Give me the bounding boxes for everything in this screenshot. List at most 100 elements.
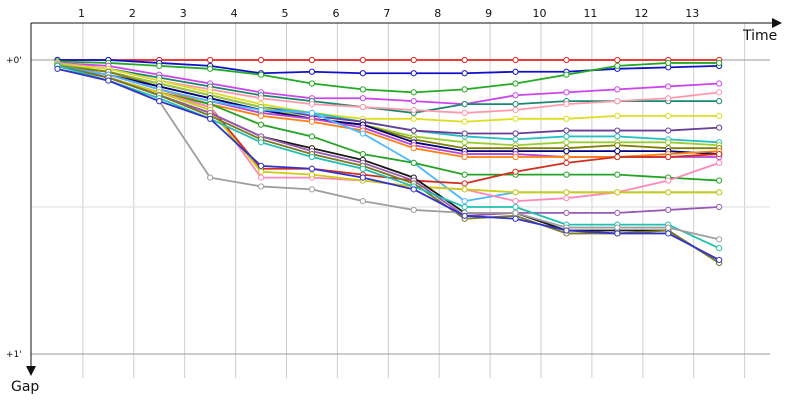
data-point [512, 68, 519, 75]
data-point [512, 203, 519, 211]
data-point [563, 171, 570, 178]
data-point [461, 212, 468, 219]
data-point [614, 98, 621, 105]
data-point [665, 177, 672, 184]
data-point [308, 165, 316, 172]
data-point [207, 56, 214, 64]
data-point [665, 189, 672, 196]
data-point [563, 115, 570, 122]
data-point [512, 189, 519, 196]
data-point [308, 68, 316, 75]
data-point [359, 150, 366, 158]
data-point [563, 89, 570, 96]
series-line [57, 60, 720, 94]
data-point [359, 56, 366, 64]
axes [26, 18, 782, 376]
data-point [563, 139, 570, 146]
data-point [308, 186, 316, 193]
data-point [257, 183, 265, 190]
data-point [665, 112, 672, 119]
data-point [512, 115, 519, 122]
data-point [614, 62, 621, 69]
data-point [614, 171, 621, 178]
data-point [257, 112, 265, 119]
data-point [207, 115, 214, 122]
data-point [207, 174, 214, 181]
x-tick-label: 8 [434, 7, 441, 20]
data-point [410, 98, 417, 105]
series-line [57, 67, 720, 261]
data-point [512, 168, 519, 175]
data-point [461, 153, 468, 161]
series-line [57, 63, 720, 147]
data-point [461, 86, 468, 93]
data-point [716, 112, 723, 119]
data-point [461, 130, 468, 137]
data-point [359, 174, 366, 181]
data-point [716, 245, 723, 252]
data-point [512, 56, 519, 64]
y-axis-title: Gap [11, 379, 39, 395]
data-point [665, 139, 672, 146]
data-point [716, 150, 723, 158]
data-point [257, 174, 265, 181]
series-line [57, 63, 720, 123]
data-point [614, 148, 621, 155]
data-point [257, 162, 265, 169]
data-point [207, 65, 214, 72]
x-tick-label: 10 [533, 7, 547, 20]
data-point [308, 118, 316, 125]
x-axis-arrow-icon [772, 18, 782, 28]
data-point [156, 98, 163, 105]
data-point [614, 209, 621, 216]
data-point [461, 186, 468, 193]
data-point [512, 106, 519, 114]
data-point [563, 159, 570, 166]
data-point [665, 206, 672, 214]
data-point [563, 133, 570, 140]
data-point [257, 106, 265, 114]
data-point [563, 153, 570, 161]
data-point [410, 115, 417, 122]
data-point [614, 189, 621, 196]
data-point [665, 153, 672, 161]
data-point [308, 153, 316, 161]
series-line [57, 67, 720, 241]
data-point [359, 130, 366, 137]
x-tick-label: 11 [583, 7, 597, 20]
data-point [257, 168, 265, 175]
data-point [716, 256, 723, 264]
data-point [359, 103, 366, 111]
data-point [410, 89, 417, 96]
data-point [563, 127, 570, 134]
x-tick-label: 9 [485, 7, 492, 20]
data-point [410, 56, 417, 64]
data-point [308, 80, 316, 87]
data-point [461, 171, 468, 178]
data-point [614, 153, 621, 161]
data-point [461, 101, 468, 108]
x-tick-label: 7 [383, 7, 390, 20]
series-line [57, 64, 720, 155]
data-point [257, 95, 265, 102]
data-point [716, 124, 723, 131]
data-point [359, 86, 366, 93]
data-point [614, 112, 621, 119]
x-tick-label: 4 [231, 7, 238, 20]
data-point [461, 139, 468, 146]
data-point [461, 203, 468, 211]
data-point [461, 70, 468, 77]
data-point [614, 230, 621, 237]
data-point [563, 209, 570, 216]
data-point [461, 198, 468, 205]
data-point [461, 56, 468, 64]
data-point [665, 224, 672, 231]
data-point [716, 189, 723, 196]
data-point [563, 101, 570, 108]
data-point [563, 148, 570, 155]
data-point [614, 56, 621, 64]
x-tick-label: 13 [685, 7, 699, 20]
data-point [665, 230, 672, 237]
data-point [716, 80, 723, 87]
